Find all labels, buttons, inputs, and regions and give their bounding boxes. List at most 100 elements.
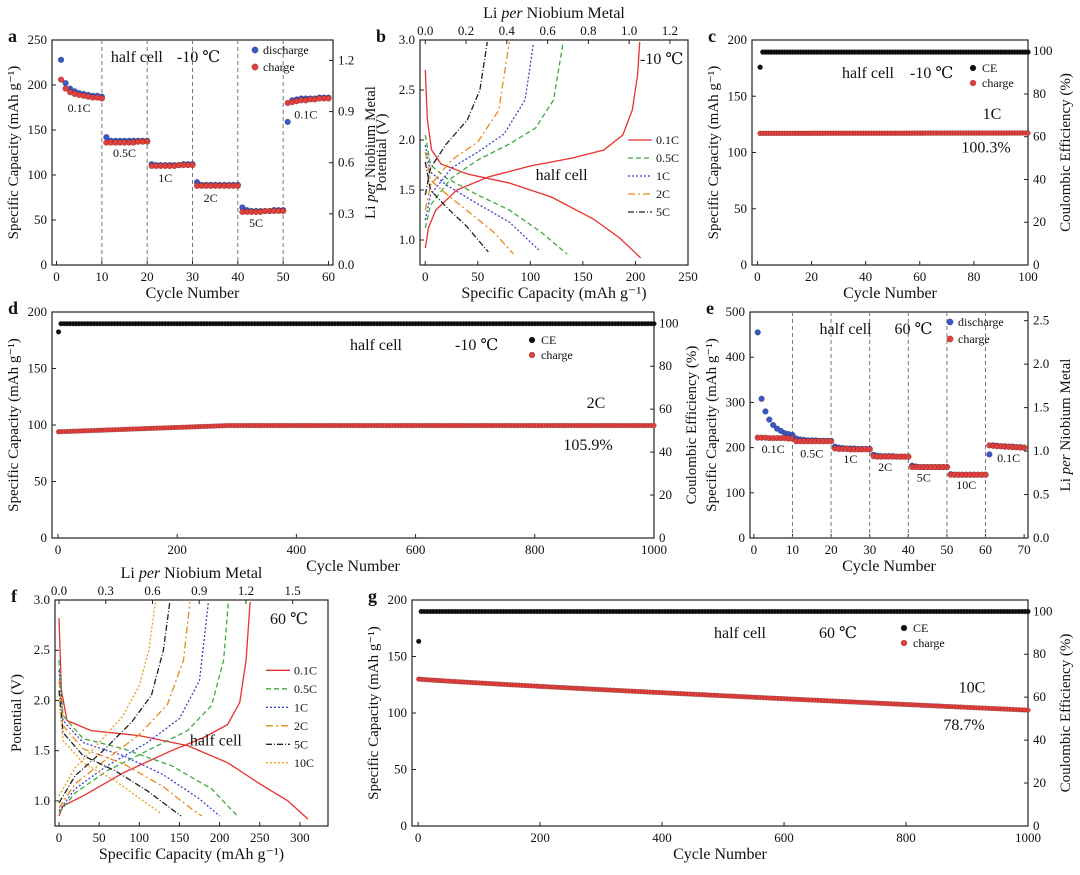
- rate-label: 0.5C: [113, 146, 136, 160]
- discharge-curve-0.5C: [58, 660, 238, 817]
- y2-axis-title-part: Li: [1058, 474, 1074, 491]
- panel-label: d: [8, 298, 18, 318]
- x-tick-label: 250: [250, 830, 270, 845]
- y2-axis-title: Li per Niobium Metal: [363, 86, 379, 219]
- legend-discharge-marker: [251, 46, 259, 54]
- discharge-curve-0.5C: [424, 134, 568, 255]
- discharge-point: [57, 56, 65, 63]
- temperature-label: 60 ℃: [895, 321, 933, 338]
- y-tick-label: 400: [726, 349, 746, 364]
- y-tick-label: 100: [728, 145, 748, 160]
- panel-b: b 0 50 100 150 200 250 1.0 1.5 2.0 2.5 3.00.0 0.2 0.4…: [374, 5, 698, 302]
- x-tick-label: 50: [93, 830, 106, 845]
- legend-label: 0.1C: [656, 133, 679, 147]
- temperature-label: -10 ℃: [910, 65, 953, 82]
- legend-charge-label: charge: [913, 636, 945, 650]
- y2-tick-label: 0.9: [338, 104, 354, 119]
- charge-point: [98, 95, 106, 102]
- y-tick-label: 150: [28, 122, 48, 137]
- half-cell-label: half cell: [111, 49, 164, 66]
- y-tick-label: 50: [394, 762, 407, 777]
- discharge-point: [758, 395, 765, 402]
- y2-tick-label: 0: [659, 530, 666, 545]
- charge-point: [905, 453, 912, 460]
- x-tick-label: 200: [210, 830, 230, 845]
- x-tick-label: 150: [573, 269, 593, 284]
- charge-curve-1C: [58, 601, 210, 812]
- legend-charge-marker: [251, 63, 259, 71]
- x-tick-label: 10: [786, 542, 799, 557]
- x-axis-title: Specific Capacity (mAh g⁻¹): [99, 846, 284, 863]
- panel-label: f: [11, 586, 18, 606]
- legend-charge-marker: [900, 639, 908, 647]
- y2-tick-label: 1.5: [1033, 400, 1049, 415]
- y-axis-title: Specific Capacity (mAh g⁻¹): [6, 338, 22, 512]
- charge-curve-0.5C: [424, 41, 564, 229]
- rate-label: 0.1C: [762, 442, 785, 456]
- y-tick-label: 0: [739, 530, 746, 545]
- rate-label: 0.1C: [997, 451, 1020, 465]
- x-axis-title: Cycle Number: [843, 285, 937, 302]
- x-axis-title: Cycle Number: [146, 285, 240, 302]
- y2-tick-label: 0.5: [1033, 487, 1049, 502]
- x-tick-label: 20: [805, 269, 818, 284]
- panel-f: f 0 50 100 150 200 250 300 1.0 1.5 2.0 2.5 3.00.0 0.3…: [9, 565, 329, 863]
- half-cell-label: half cell: [536, 167, 589, 184]
- y-tick-label: 150: [728, 88, 748, 103]
- rate-label: 0.1C: [294, 107, 317, 121]
- x-tick-label: 0: [754, 269, 761, 284]
- discharge-point: [762, 408, 769, 415]
- rate-label: 5C: [917, 471, 931, 485]
- y2-tick-label: 40: [1033, 732, 1046, 747]
- charge-point: [866, 446, 873, 453]
- y-tick-label: 50: [734, 201, 747, 216]
- legend-discharge-marker: [946, 318, 954, 326]
- y-tick-label: 50: [34, 474, 47, 489]
- charge-point: [651, 422, 657, 429]
- x-tick-label: 100: [1018, 269, 1038, 284]
- x-axis-title: Cycle Number: [673, 846, 767, 863]
- discharge-curve-5C: [58, 690, 182, 817]
- y2-tick-label: 20: [1033, 775, 1046, 790]
- y-tick-label: 250: [28, 32, 48, 47]
- legend-discharge-label: discharge: [263, 43, 309, 57]
- y-axis-title: Specific Capacity (mAh g⁻¹): [6, 66, 22, 240]
- y2-tick-label: 40: [1033, 171, 1046, 186]
- y2-axis-title-italic: per: [363, 182, 379, 203]
- y2-axis-title-part: Niobium Metal: [1058, 359, 1074, 455]
- legend-ce-label: CE: [982, 61, 997, 75]
- y2-tick-label: 1.0: [1033, 443, 1049, 458]
- ce-point: [651, 321, 657, 327]
- half-cell-label: half cell: [820, 321, 873, 338]
- charge-point: [1025, 707, 1031, 713]
- y-tick-label: 2.0: [34, 692, 50, 707]
- x-tick-label: 200: [167, 542, 187, 557]
- y-tick-label: 3.0: [34, 592, 50, 607]
- y-tick-label: 200: [388, 592, 408, 607]
- y2-axis-title: Li per Niobium Metal: [1058, 359, 1074, 492]
- y2-tick-label: 60: [1033, 129, 1046, 144]
- y2-tick-label: 100: [659, 315, 679, 330]
- charge-curve-0.1C: [58, 601, 251, 817]
- x-tick-label: 800: [525, 542, 545, 557]
- discharge-curve-10C: [58, 700, 161, 814]
- x-tick-label: 250: [678, 269, 698, 284]
- x-tick-label: 60: [979, 542, 992, 557]
- x2-tick-label: 0.3: [98, 583, 114, 598]
- y-tick-label: 2.0: [399, 132, 415, 147]
- y-tick-label: 1.5: [34, 743, 50, 758]
- x-tick-label: 200: [530, 830, 550, 845]
- legend-ce-label: CE: [541, 333, 556, 347]
- y-tick-label: 100: [28, 417, 48, 432]
- x-tick-label: 0: [415, 830, 422, 845]
- discharge-curve-0.1C: [58, 618, 309, 820]
- charge-curve-2C: [424, 41, 510, 211]
- x2-tick-label: 0.0: [51, 583, 67, 598]
- x2-tick-label: 0.8: [580, 23, 596, 38]
- x-tick-label: 0: [55, 542, 62, 557]
- y-tick-label: 2.5: [34, 642, 50, 657]
- y-tick-label: 3.0: [399, 32, 415, 47]
- y2-tick-label: 0: [1033, 257, 1040, 272]
- panel-a: a 0 10 20 30 40 50 60 0 50 100 150 200 250 0.0 0.3 0.6 0.…: [6, 26, 379, 302]
